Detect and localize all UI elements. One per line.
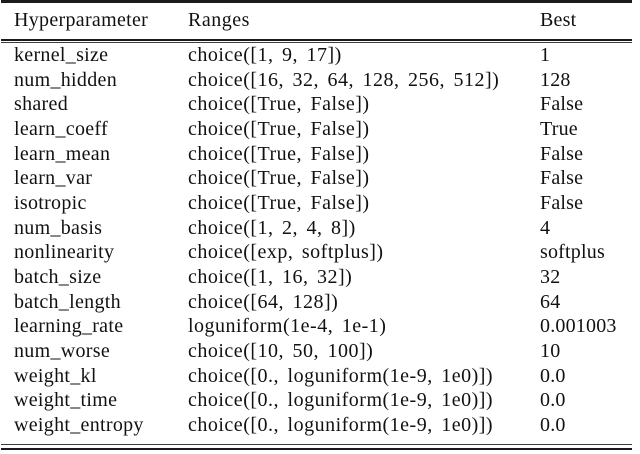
range-value: choice([True, False]) bbox=[188, 117, 370, 140]
range-value: choice([1, 9, 17]) bbox=[188, 43, 342, 66]
range-value: choice([0., loguniform(1e-9, 1e0)]) bbox=[188, 414, 494, 437]
table-row: weight_kl choice([0., loguniform(1e-9, 1e… bbox=[1, 364, 632, 389]
hyperparameter-name: shared bbox=[14, 93, 68, 116]
table-row: batch_size choice([1, 16, 32]) 32 bbox=[1, 265, 632, 290]
range-value: choice([exp, softplus]) bbox=[188, 241, 384, 264]
table-row: isotropic choice([True, False]) False bbox=[1, 191, 632, 216]
best-value: softplus bbox=[540, 241, 605, 264]
hyperparameter-name: learn_coeff bbox=[14, 117, 108, 140]
best-value: False bbox=[540, 191, 584, 214]
table-row: learning_rate loguniform(1e-4, 1e-1) 0.001… bbox=[1, 315, 632, 340]
best-value: False bbox=[540, 167, 584, 190]
table-row: weight_time choice([0., loguniform(1e-9, … bbox=[1, 389, 632, 414]
table-row: shared choice([True, False]) False bbox=[1, 92, 632, 117]
best-value: False bbox=[540, 142, 584, 165]
hyperparameter-name: weight_time bbox=[14, 389, 118, 412]
table-row: nonlinearity choice([exp, softplus]) softp… bbox=[1, 241, 632, 266]
table-row: learn_coeff choice([True, False]) True bbox=[1, 117, 632, 142]
best-value: 64 bbox=[540, 290, 561, 313]
table-row: batch_length choice([64, 128]) 64 bbox=[1, 290, 632, 315]
table-row: weight_entropy choice([0., loguniform(1e-… bbox=[1, 413, 632, 438]
range-value: choice([True, False]) bbox=[188, 191, 370, 214]
hyperparameter-name: learning_rate bbox=[14, 315, 124, 338]
best-value: True bbox=[540, 117, 578, 140]
best-value: 0.0 bbox=[540, 364, 566, 387]
column-header-hyperparameter: Hyperparameter bbox=[14, 9, 149, 31]
hyperparameter-name: weight_entropy bbox=[14, 414, 144, 437]
best-value: 0.0 bbox=[540, 414, 566, 437]
range-value: choice([10, 50, 100]) bbox=[188, 340, 374, 363]
range-value: choice([True, False]) bbox=[188, 142, 370, 165]
table-header-rule bbox=[1, 38, 632, 43]
range-value: choice([0., loguniform(1e-9, 1e0)]) bbox=[188, 389, 494, 412]
table-bottom-rule bbox=[1, 444, 632, 450]
hyperparameter-name: isotropic bbox=[14, 191, 87, 214]
hyperparameter-name: nonlinearity bbox=[14, 241, 115, 264]
range-value: choice([1, 16, 32]) bbox=[188, 266, 353, 289]
best-value: 0.0 bbox=[540, 389, 566, 412]
hyperparameter-name: batch_length bbox=[14, 290, 121, 313]
table-header-row: Hyperparameter Ranges Best bbox=[1, 3, 632, 39]
hyperparameter-name: num_hidden bbox=[14, 68, 117, 91]
table-top-rule bbox=[1, 0, 632, 3]
range-value: choice([16, 32, 64, 128, 256, 512]) bbox=[188, 68, 500, 91]
column-header-best: Best bbox=[540, 9, 577, 31]
table-row: num_worse choice([10, 50, 100]) 10 bbox=[1, 339, 632, 364]
table-row: num_basis choice([1, 2, 4, 8]) 4 bbox=[1, 216, 632, 241]
range-value: choice([1, 2, 4, 8]) bbox=[188, 216, 356, 239]
range-value: choice([64, 128]) bbox=[188, 290, 339, 313]
hyperparameter-name: learn_var bbox=[14, 167, 93, 190]
range-value: choice([0., loguniform(1e-9, 1e0)]) bbox=[188, 364, 494, 387]
best-value: 1 bbox=[540, 43, 551, 66]
table-body: kernel_size choice([1, 9, 17]) 1 num_hidden… bbox=[1, 43, 632, 438]
column-header-ranges: Ranges bbox=[188, 9, 250, 31]
best-value: False bbox=[540, 93, 584, 116]
hyperparameter-name: kernel_size bbox=[14, 43, 109, 66]
hyperparameter-name: batch_size bbox=[14, 266, 102, 289]
range-value: loguniform(1e-4, 1e-1) bbox=[188, 315, 387, 338]
range-value: choice([True, False]) bbox=[188, 93, 370, 116]
table-row: num_hidden choice([16, 32, 64, 128, 256, … bbox=[1, 68, 632, 93]
best-value: 0.001003 bbox=[540, 315, 617, 338]
best-value: 32 bbox=[540, 266, 561, 289]
hyperparameter-name: num_worse bbox=[14, 340, 111, 363]
hyperparameter-name: num_basis bbox=[14, 216, 103, 239]
best-value: 128 bbox=[540, 68, 571, 91]
table-row: learn_mean choice([True, False]) False bbox=[1, 142, 632, 167]
best-value: 4 bbox=[540, 216, 551, 239]
range-value: choice([True, False]) bbox=[188, 167, 370, 190]
hyperparameter-name: learn_mean bbox=[14, 142, 111, 165]
hyperparameter-name: weight_kl bbox=[14, 364, 97, 387]
table-row: kernel_size choice([1, 9, 17]) 1 bbox=[1, 43, 632, 68]
best-value: 10 bbox=[540, 340, 561, 363]
table-row: learn_var choice([True, False]) False bbox=[1, 166, 632, 191]
